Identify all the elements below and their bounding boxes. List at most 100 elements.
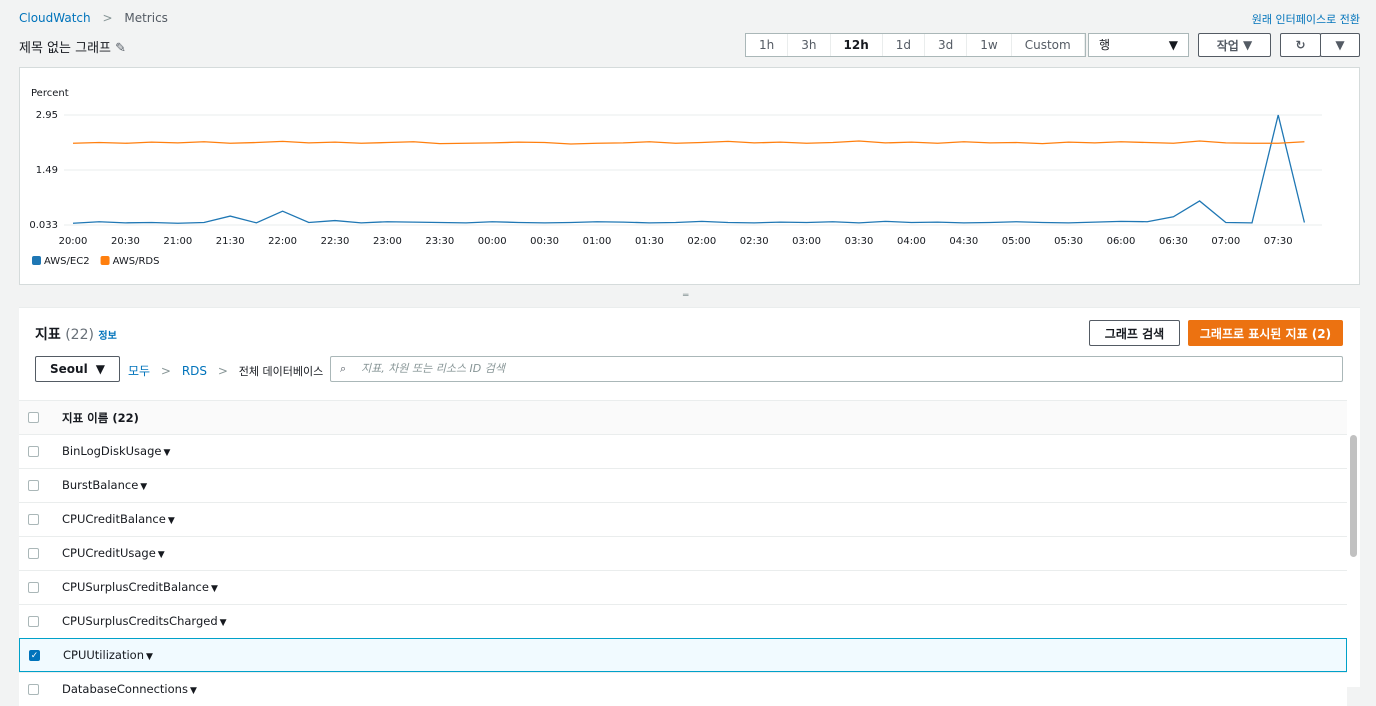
row-checkbox[interactable] <box>28 480 39 491</box>
x-tick-label: 06:00 <box>1107 236 1136 247</box>
page-body: CloudWatch > Metrics 원래 인터페이스로 전환 제목 없는 … <box>19 11 1360 706</box>
actions-text: 작업 <box>1216 38 1239 53</box>
actions-button[interactable]: 작업 ▼ <box>1198 33 1271 57</box>
row-checkbox[interactable] <box>28 548 39 559</box>
x-tick-label: 07:30 <box>1264 236 1293 247</box>
column-header: 지표 이름 (22) <box>62 411 139 425</box>
legend-swatch <box>32 256 41 265</box>
metric-name: CPUSurplusCreditsCharged ▼ <box>62 614 227 628</box>
row-checkbox[interactable] <box>28 514 39 525</box>
page: CloudWatch Metrics {"breadcrumb": ["Clou… <box>19 11 1360 706</box>
data-line <box>72 140 1305 145</box>
breadcrumb: CloudWatch > Metrics <box>19 11 168 25</box>
x-tick-label: 23:30 <box>425 236 454 247</box>
time-range-option[interactable]: 3d <box>925 34 968 56</box>
info-link[interactable]: 정보 <box>98 331 117 342</box>
x-tick-label: 03:00 <box>792 236 821 247</box>
x-tick-label: 20:00 <box>59 236 88 247</box>
x-tick-label: 03:30 <box>845 236 874 247</box>
metric-dropdown-icon[interactable]: ▼ <box>140 482 148 492</box>
metric-row[interactable]: ✓ CPUUtilization ▼ <box>19 638 1347 672</box>
path-current: 전체 데이터베이스 <box>238 365 324 378</box>
x-tick-label: 21:00 <box>163 236 192 247</box>
metric-row[interactable]: CPUSurplusCreditBalance ▼ <box>19 570 1347 604</box>
y-tick-label: 1.49 <box>36 165 58 176</box>
metric-dropdown-icon[interactable]: ▼ <box>219 618 227 628</box>
row-checkbox[interactable] <box>28 582 39 593</box>
metrics-heading: 지표 (22) 정보 <box>35 324 117 344</box>
y-axis-label: Percent <box>31 88 69 99</box>
metric-dropdown-icon[interactable]: ▼ <box>146 652 153 662</box>
metric-row[interactable]: BinLogDiskUsage ▼ <box>19 434 1347 468</box>
view-select[interactable]: 행 ▼ <box>1088 33 1189 57</box>
x-tick-label: 07:00 <box>1211 236 1240 247</box>
time-range-option[interactable]: 12h <box>831 34 883 56</box>
metric-name: CPUCreditUsage ▼ <box>62 546 165 560</box>
y-tick-label: 2.95 <box>36 110 58 121</box>
data-line <box>72 114 1306 224</box>
x-tick-label: 22:00 <box>268 236 297 247</box>
region-select[interactable]: Seoul ▼ <box>35 356 120 382</box>
x-tick-label: 20:30 <box>111 236 140 247</box>
view-select-text: 행 <box>1099 38 1111 52</box>
search-placeholder: 지표, 차원 또는 리소스 ID 검색 <box>361 362 506 375</box>
breadcrumb-link[interactable]: CloudWatch <box>19 11 91 25</box>
metric-dropdown-icon[interactable]: ▼ <box>167 516 175 526</box>
x-tick-label: 23:00 <box>373 236 402 247</box>
x-tick-label: 01:00 <box>583 236 612 247</box>
resize-handle[interactable]: ═ <box>683 291 689 301</box>
row-checkbox[interactable]: ✓ <box>29 650 40 661</box>
x-tick-label: 05:30 <box>1054 236 1083 247</box>
metric-row[interactable]: CPUCreditUsage ▼ <box>19 536 1347 570</box>
metric-row[interactable]: CPUCreditBalance ▼ <box>19 502 1347 536</box>
refresh-button[interactable]: ↻ <box>1280 33 1321 57</box>
x-tick-label: 04:30 <box>949 236 978 247</box>
x-tick-label: 02:00 <box>687 236 716 247</box>
breadcrumb-current: Metrics <box>124 11 168 25</box>
metric-dropdown-icon[interactable]: ▼ <box>210 584 218 594</box>
time-range-option[interactable]: Custom <box>1012 34 1085 56</box>
search-graph-button[interactable]: 그래프 검색 <box>1089 320 1180 346</box>
dropdown-icon: ▼ <box>95 362 105 376</box>
time-range-selector: 1h 3h 12h 1d 3d 1w Custom <box>745 33 1086 57</box>
metric-row[interactable]: BurstBalance ▼ <box>19 468 1347 502</box>
x-tick-label: 00:30 <box>530 236 559 247</box>
metric-row[interactable]: CPUSurplusCreditsCharged ▼ <box>19 604 1347 638</box>
graph-title-text: 제목 없는 그래프 <box>19 41 111 56</box>
metric-row[interactable]: DatabaseConnections ▼ <box>19 672 1347 706</box>
metric-dropdown-icon[interactable]: ▼ <box>163 448 171 458</box>
table-header: 지표 이름 (22) <box>19 400 1347 434</box>
switch-link[interactable]: 원래 인터페이스로 전환 <box>1251 13 1360 26</box>
row-checkbox[interactable] <box>28 616 39 627</box>
metric-name: CPUUtilization ▼ <box>63 648 153 662</box>
legend-label: AWS/EC2 <box>44 256 90 267</box>
chart: Percent 0.033 1.49 2.95 20:00 20:30 21:00 21:3… <box>29 88 1322 267</box>
time-range-option[interactable]: 3h <box>788 34 831 56</box>
graph-panel: Percent 0.033 1.49 2.95 20:00 20:30 21:00 21:3… <box>19 67 1360 285</box>
breadcrumb-separator: > <box>102 11 113 25</box>
metric-dropdown-icon[interactable]: ▼ <box>189 686 197 696</box>
metric-name: BurstBalance ▼ <box>62 478 148 492</box>
region-text: Seoul <box>50 362 88 376</box>
namespace-path: 모두 > RDS > 전체 데이터베이스 <box>128 362 323 379</box>
refresh-options-button[interactable]: ▼ <box>1320 33 1360 57</box>
x-tick-label: 00:00 <box>478 236 507 247</box>
metric-dropdown-icon[interactable]: ▼ <box>157 550 165 560</box>
y-tick-label: 0.033 <box>29 220 58 231</box>
x-tick-label: 06:30 <box>1159 236 1188 247</box>
select-all-checkbox[interactable] <box>28 412 39 423</box>
metric-name: CPUSurplusCreditBalance ▼ <box>62 580 218 594</box>
scrollbar <box>1350 435 1357 557</box>
graph-title[interactable]: 제목 없는 그래프 ✎ <box>19 37 126 56</box>
search-input[interactable]: ⌕ 지표, 차원 또는 리소스 ID 검색 <box>330 356 1343 382</box>
edit-icon[interactable]: ✎ <box>115 41 127 56</box>
x-tick-label: 05:00 <box>1002 236 1031 247</box>
time-range-option[interactable]: 1h <box>746 34 789 56</box>
path-link[interactable]: 모두 <box>128 364 151 378</box>
path-link[interactable]: RDS <box>181 364 208 378</box>
time-range-option[interactable]: 1d <box>883 34 926 56</box>
legend-label: AWS/RDS <box>113 256 160 267</box>
time-range-option[interactable]: 1w <box>967 34 1012 56</box>
row-checkbox[interactable] <box>28 446 39 457</box>
graphed-metrics-button[interactable]: 그래프로 표시된 지표 (2) <box>1188 320 1343 346</box>
